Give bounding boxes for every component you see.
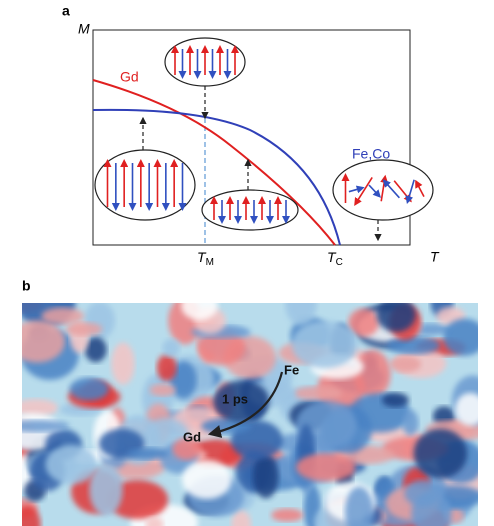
domain: [386, 336, 441, 355]
domain: [291, 320, 359, 369]
spin-arrow: [348, 185, 365, 194]
domain: [22, 398, 59, 417]
spin-arrow: [368, 184, 381, 198]
spin-arrow: [405, 179, 415, 205]
domain: [376, 303, 416, 333]
annotation: 1 ps: [222, 391, 248, 406]
domain: [22, 505, 41, 526]
x-tick-label: TM: [197, 249, 214, 268]
plot-frame: [92, 29, 411, 246]
domain: [296, 453, 356, 482]
domain: [381, 392, 409, 408]
domain: [293, 386, 343, 401]
domain: [404, 479, 442, 507]
domain: [127, 447, 168, 460]
domain: [231, 510, 252, 526]
domain: [111, 342, 135, 385]
panel-label: a: [62, 3, 70, 19]
domain: [285, 303, 317, 326]
curve-label: Fe,Co: [352, 146, 390, 162]
domain: [181, 303, 218, 321]
domain-image: [22, 303, 478, 526]
domain: [213, 380, 270, 423]
domain: [375, 477, 394, 499]
domain: [353, 349, 391, 399]
annotation: Gd: [183, 429, 201, 444]
domain: [162, 338, 180, 358]
domain: [252, 453, 279, 499]
domain: [413, 428, 468, 479]
domain: [65, 322, 103, 336]
domain: [197, 329, 246, 366]
domain: [389, 355, 422, 373]
domain: [348, 308, 380, 337]
feco-curve: [92, 108, 341, 246]
domain: [89, 463, 123, 516]
domain: [455, 392, 478, 426]
domain: [145, 516, 164, 526]
x-axis-label: T: [430, 249, 440, 265]
domain: [45, 444, 98, 485]
spin-arrow: [382, 179, 400, 199]
domain: [69, 377, 109, 401]
transfer-arrow: [207, 371, 284, 438]
gd-curve: [92, 79, 336, 246]
annotation: Fe: [284, 362, 299, 377]
spin-ellipse: [201, 189, 299, 231]
x-tick-label: TC: [327, 249, 343, 268]
spin-ellipse: [94, 149, 196, 221]
domain: [271, 508, 304, 522]
domain: [41, 307, 85, 325]
y-axis-label: M: [78, 21, 90, 37]
domain: [149, 383, 176, 397]
domain: [344, 486, 374, 526]
domain: [443, 318, 478, 356]
domain: [22, 320, 65, 363]
domain: [84, 336, 107, 363]
domain: [182, 459, 232, 500]
spin-arrow: [354, 177, 373, 206]
domain: [402, 410, 419, 436]
domain: [156, 354, 177, 382]
domain: [170, 361, 197, 399]
curve-label: Gd: [120, 69, 139, 85]
panel-label: b: [22, 278, 31, 294]
domain: [172, 438, 202, 460]
spin-arrow: [415, 179, 425, 198]
spin-diagrams: [94, 37, 434, 242]
domain: [22, 419, 70, 433]
